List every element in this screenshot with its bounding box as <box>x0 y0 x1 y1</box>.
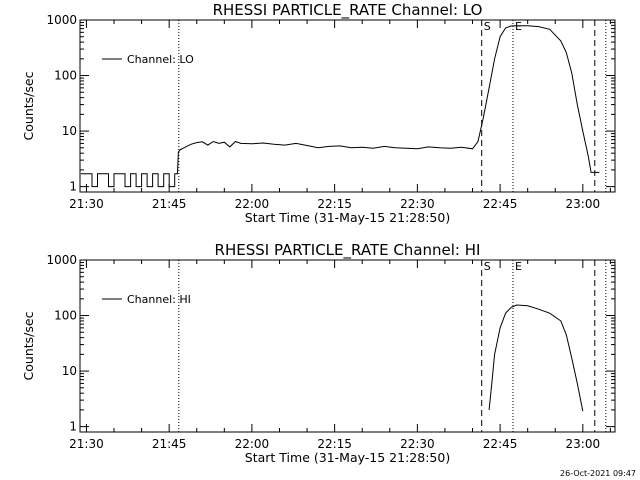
x-tick-label: 23:00 <box>566 437 601 451</box>
y-tick-label: 10 <box>62 124 77 138</box>
x-tick-label: 22:30 <box>400 437 435 451</box>
series-line <box>80 25 600 188</box>
y-tick-label: 1 <box>69 420 77 434</box>
event-marker-label: E <box>515 20 522 33</box>
legend-label: Channel: LO <box>127 53 194 66</box>
x-axis-label: Start Time (31-May-15 21:28:50) <box>245 210 450 225</box>
chart-title: RHESSI PARTICLE_RATE Channel: HI <box>215 241 481 260</box>
x-axis-label: Start Time (31-May-15 21:28:50) <box>245 450 450 465</box>
x-tick-label: 22:30 <box>400 197 435 211</box>
x-tick-label: 22:45 <box>483 437 518 451</box>
y-tick-label: 1000 <box>46 13 77 27</box>
x-tick-label: 22:45 <box>483 197 518 211</box>
x-tick-label: 22:00 <box>235 437 270 451</box>
y-tick-label: 1 <box>69 180 77 194</box>
x-tick-label: 23:00 <box>566 197 601 211</box>
legend-label: Channel: HI <box>127 293 191 306</box>
y-axis-label: Counts/sec <box>21 311 36 380</box>
event-marker-label: S <box>484 260 491 273</box>
timestamp-label: 26-Oct-2021 09:47 <box>560 469 636 478</box>
x-tick-label: 22:15 <box>317 437 352 451</box>
y-axis-label: Counts/sec <box>21 71 36 140</box>
x-tick-label: 22:15 <box>317 197 352 211</box>
y-tick-label: 10 <box>62 364 77 378</box>
event-marker-label: S <box>484 20 491 33</box>
event-marker-label: E <box>515 260 522 273</box>
x-tick-label: 21:30 <box>69 437 104 451</box>
y-tick-label: 100 <box>54 309 77 323</box>
plot-frame <box>79 19 616 193</box>
x-tick-label: 21:45 <box>152 197 187 211</box>
y-tick-label: 1000 <box>46 253 77 267</box>
x-tick-label: 22:00 <box>235 197 270 211</box>
y-tick-label: 100 <box>54 69 77 83</box>
lo-channel-panel: RHESSI PARTICLE_RATE Channel: LO 1 10 100 10… <box>21 1 616 225</box>
x-tick-label: 21:45 <box>152 437 187 451</box>
x-tick-label: 21:30 <box>69 197 104 211</box>
chart-title: RHESSI PARTICLE_RATE Channel: LO <box>213 1 483 20</box>
plot-frame <box>79 259 616 433</box>
series-line <box>488 304 584 412</box>
hi-channel-panel: RHESSI PARTICLE_RATE Channel: HI 1 10 100 10… <box>21 241 616 465</box>
